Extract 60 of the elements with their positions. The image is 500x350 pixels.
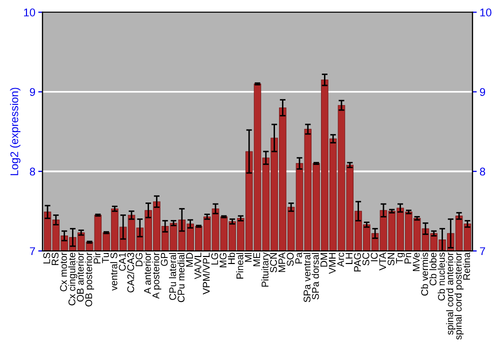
x-tick-label: Tu — [102, 252, 109, 264]
y2-tick-label: 10 — [480, 8, 492, 16]
x-tick-label: MD — [186, 252, 193, 267]
x-tick-label: Pituitary — [261, 252, 270, 287]
x-tick-label: LS — [43, 252, 50, 264]
x-tick-label: Ml — [244, 252, 252, 262]
x-tick-label: spinal cord posterior — [454, 252, 464, 340]
x-tick-label: VA/VL — [194, 252, 202, 280]
x-tick-label: GP — [160, 252, 168, 266]
x-tick-label: SO — [286, 252, 294, 266]
x-tick-label: IC — [370, 252, 378, 262]
x-tick-label: VTA — [379, 252, 386, 270]
x-tick-label: Arc — [337, 252, 344, 267]
x-tick-label: SN — [388, 253, 394, 266]
y2-tick-label: 8 — [480, 168, 486, 176]
x-tick-label: CPu medial — [177, 252, 185, 302]
x-tick-label: PAG — [354, 253, 361, 272]
x-tick-label: Cx motor — [60, 252, 67, 292]
x-tick-label: MG — [220, 253, 227, 268]
x-tick-label: SPa ventral — [303, 252, 310, 302]
x-tick-label: Pa — [295, 252, 302, 264]
x-tick-label: MVe — [412, 252, 420, 271]
x-tick-label: OB anterior — [76, 252, 84, 302]
y-tick-label: 9 — [30, 88, 36, 96]
x-tick-label: CPu lateral — [168, 252, 176, 300]
x-tick-label: Pir — [93, 252, 100, 264]
y2-tick-label: 7 — [480, 247, 486, 255]
x-tick-label: CA2/CA3 — [126, 252, 134, 292]
x-tick-label: VPM/VPL — [202, 252, 210, 294]
x-tick-label: ME — [253, 252, 260, 266]
x-tick-label: A posterior — [152, 252, 162, 299]
x-tick-label: MPA — [278, 252, 286, 272]
x-tick-label: Pineal — [236, 252, 244, 279]
x-tick-label: Cb vermis — [420, 252, 428, 296]
x-tick-label: ventral S — [110, 252, 118, 291]
x-tick-label: A anterior — [144, 252, 151, 294]
x-tick-label: Hb — [228, 252, 235, 264]
x-tick-label: Retina — [462, 252, 470, 280]
x-tick-label: OB posterior — [85, 252, 94, 306]
x-tick-label: SPa dorsal — [312, 252, 319, 300]
x-tick-label: Cb nucleus — [438, 252, 445, 300]
x-tick-label: SC — [362, 252, 370, 266]
x-tick-label: Cx cingulate — [68, 252, 78, 306]
x-tick-label: spinal cord anterior — [446, 252, 456, 335]
x-tick-label: Tg — [396, 252, 405, 264]
y-tick-label: 8 — [30, 168, 36, 176]
x-tick-label: CA1 — [118, 252, 126, 271]
x-tick-label: LH — [346, 253, 352, 264]
x-tick-label: DM — [320, 253, 328, 267]
x-tick-label: RS — [52, 252, 59, 266]
y-tick-label: 10 — [24, 8, 36, 16]
x-tick-label: Pn — [404, 252, 412, 264]
x-tick-label: Cb lobe — [429, 252, 436, 286]
x-tick-label: SCN — [270, 253, 277, 272]
x-tick-label: DG — [136, 253, 143, 266]
x-tick-label: LG — [211, 253, 218, 265]
x-tick-label: VMH — [328, 253, 336, 274]
y2-tick-label: 9 — [480, 88, 486, 96]
y-tick-label: 7 — [30, 247, 35, 255]
y-axis-title: Log2 (expression) — [10, 88, 20, 176]
